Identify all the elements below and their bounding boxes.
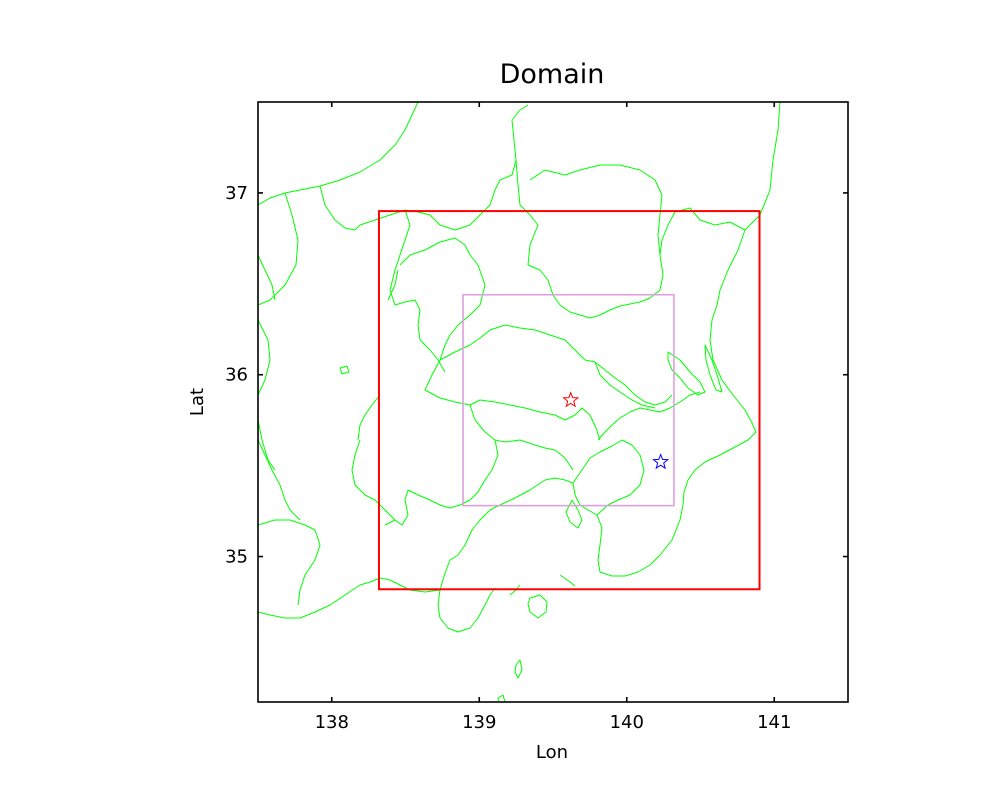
coastline-izu-west [359,577,441,593]
island-small-3 [339,365,350,375]
x-tick-label-139: 139 [462,712,496,733]
border-kanagawa-west [384,439,499,526]
border-nagano-west [258,254,276,301]
border-north-spur [387,269,399,301]
domain-box-inner [462,293,675,507]
island-oshima [527,594,548,619]
border-tokyo-kanagawa [469,399,601,441]
border-gunma-saitama [389,209,446,373]
plot-frame [257,101,849,703]
domain-box-outer [377,210,761,591]
island-small-1 [514,659,523,679]
border-saitama-tokyo [439,324,673,406]
ticks-layer: 138 139 140 141 35 36 37 [225,102,848,733]
coastline-pacific-east [596,102,781,577]
border-yamanashi-shizuoka [258,519,321,606]
x-axis-label: Lon [536,742,568,763]
plot-area: 138 139 140 141 35 36 37 [225,101,849,733]
lake-kasumigaura [667,351,706,396]
x-tick-label-141: 141 [757,712,791,733]
border-ibaraki-chiba [594,361,656,409]
y-axis-label: Lat [187,388,208,416]
coastline-suruga [258,584,361,619]
coastline-west-edge [258,319,271,396]
border-chiba [597,391,701,441]
domains-layer [377,210,761,591]
coastline-spur [559,574,576,587]
x-tick-label-138: 138 [315,712,349,733]
y-tick-label-37: 37 [225,183,248,204]
marker-red-star [562,391,580,408]
border-west-gifu [258,419,276,471]
map-title: Domain [500,59,605,90]
border-shizuoka-kanagawa [351,439,396,521]
border-nagano-gunma [319,104,529,231]
border-nagano-yamanashi [258,439,301,521]
y-tick-label-35: 35 [225,547,248,568]
coastline-japan-sea [258,102,419,206]
border-yamanashi-tokyo [424,389,574,471]
coastline-tokyo-bay [572,439,645,516]
coastline-miura [565,499,583,529]
island-small-2 [497,694,506,702]
coastline-sagami [437,477,574,633]
border-niigata-nagano [258,192,299,306]
border-tochigi-ibaraki [529,164,663,256]
x-tick-label-140: 140 [610,712,644,733]
coastline-layer [258,102,781,702]
lake-kitaura [704,344,723,393]
marker-blue-star [652,453,670,470]
markers-layer [562,391,670,470]
y-tick-label-36: 36 [225,365,248,386]
border-saitama-north [399,237,486,391]
border-yamanashi-east [357,394,381,441]
